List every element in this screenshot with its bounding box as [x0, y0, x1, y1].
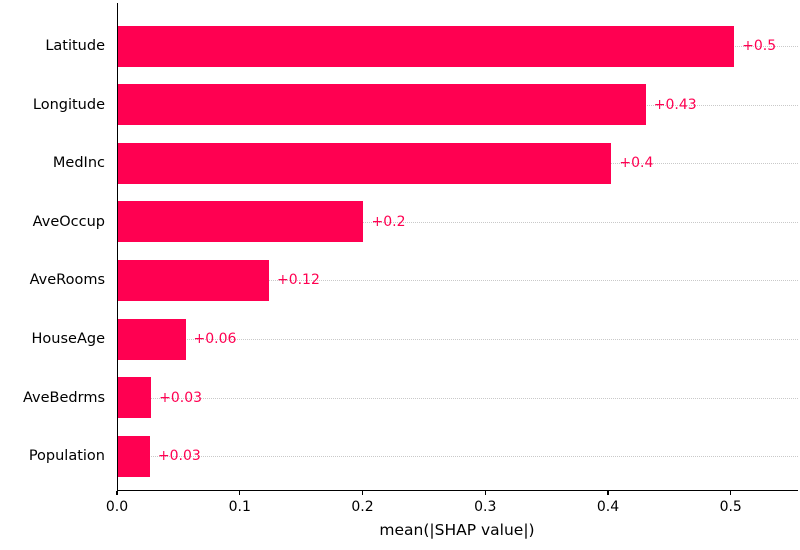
row-gridline — [118, 280, 798, 282]
row-gridline — [118, 221, 798, 223]
x-tick-label: 0.1 — [228, 499, 251, 515]
bar-latitude — [118, 25, 735, 67]
row-gridline — [118, 339, 798, 340]
x-tick-label: 0.3 — [474, 499, 497, 515]
feature-label-aveoccup: AveOccup — [32, 213, 105, 230]
x-tick-mark — [239, 491, 241, 495]
feature-label-medinc: MedInc — [52, 155, 105, 172]
x-tick-mark — [607, 491, 609, 495]
feature-label-longitude: Longitude — [32, 96, 105, 113]
row-gridline — [118, 456, 798, 458]
feature-label-houseage: HouseAge — [31, 331, 105, 347]
x-tick-mark — [361, 491, 364, 495]
bar-longitude — [118, 84, 646, 126]
bar-value-label: +0.43 — [653, 96, 697, 113]
bar-value-label: +0.03 — [157, 448, 201, 465]
x-tick-mark — [730, 491, 732, 495]
bar-population — [118, 435, 150, 477]
bar-houseage — [118, 318, 186, 360]
bar-medinc — [118, 142, 612, 184]
x-axis-title: mean(|SHAP value|) — [379, 521, 535, 539]
x-tick-mark — [116, 491, 118, 495]
bar-aveoccup — [118, 201, 364, 243]
x-tick-mark — [484, 491, 486, 495]
x-tick-label: 0.4 — [596, 499, 620, 515]
x-tick-label: 0.0 — [105, 499, 129, 515]
bar-value-label: +0.03 — [159, 389, 203, 406]
row-gridline — [118, 397, 798, 399]
x-tick-label: 0.2 — [351, 499, 374, 515]
x-tick-label: 0.5 — [719, 499, 742, 515]
bar-value-label: +0.5 — [742, 38, 777, 54]
bar-value-label: +0.12 — [276, 272, 320, 289]
feature-label-averooms: AveRooms — [29, 272, 105, 289]
bar-value-label: +0.06 — [193, 331, 237, 347]
feature-label-population: Population — [28, 448, 105, 465]
bar-value-label: +0.4 — [619, 155, 654, 172]
feature-label-latitude: Latitude — [45, 38, 105, 54]
bar-averooms — [118, 259, 269, 301]
plot-area: +0.5 +0.43 +0.4 +0.2 +0.12 +0.06 +0.03 +0.03 — [117, 3, 798, 491]
bar-avebedrms — [118, 377, 152, 419]
bar-value-label: +0.2 — [371, 213, 406, 230]
feature-label-avebedrms: AveBedrms — [22, 389, 105, 406]
